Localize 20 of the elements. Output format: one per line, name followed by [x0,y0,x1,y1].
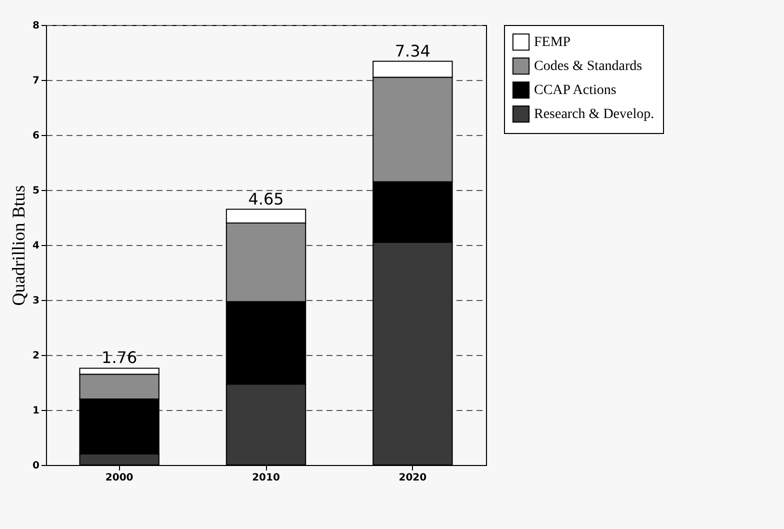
x-tick-label: 2010 [252,472,280,484]
total-label: 4.65 [248,189,284,208]
legend-label: FEMP [534,35,571,50]
y-tick-label: 6 [32,130,40,142]
y-tick-label: 1 [32,406,40,416]
y-axis-title: Quadrillion Btus [8,185,29,306]
legend-label: Codes & Standards [534,59,642,74]
legend-label: Research & Develop. [534,107,654,122]
total-label: 7.34 [394,41,430,60]
y-tick-label: 2 [32,350,40,362]
y-tick-label: 0 [32,460,40,472]
y-tick-label: 4 [32,240,40,252]
y-tick-label: 8 [32,20,40,32]
total-label: 1.76 [102,348,138,368]
x-tick-label: 2020 [398,472,427,484]
y-tick-label: 7 [32,76,40,86]
x-tick-label: 2000 [105,472,134,484]
y-tick-label: 5 [32,186,40,196]
y-tick-label: 3 [32,296,40,306]
legend-label: CCAP Actions [534,83,616,98]
